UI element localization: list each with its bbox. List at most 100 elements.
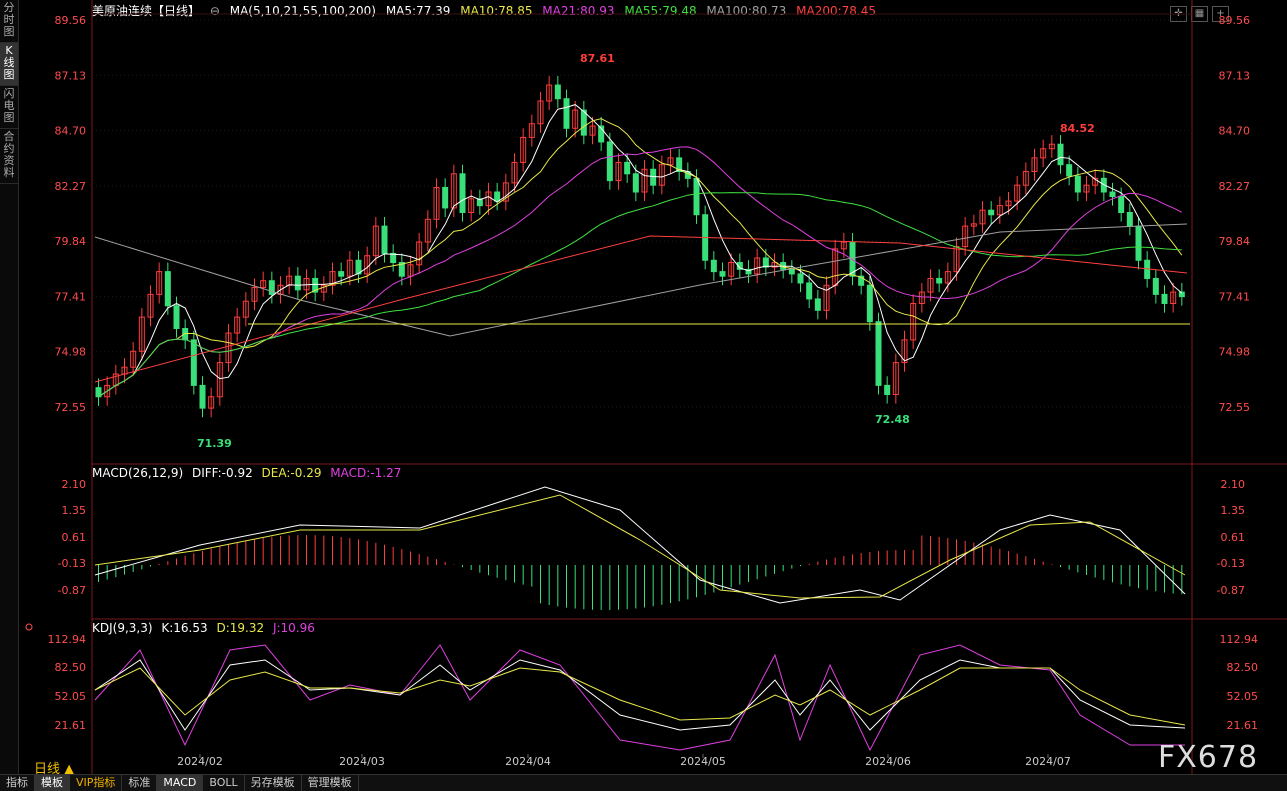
bottom-tab-manage-template[interactable]: 管理模板 (302, 775, 359, 791)
macd-tick-right: 2.10 (1221, 478, 1246, 491)
price-tick-left: 77.41 (55, 290, 87, 303)
tab-flash[interactable]: 闪电图 (0, 86, 18, 129)
bottom-tab-indicators[interactable]: 指标 (0, 775, 35, 791)
kdj-j-line (94, 644, 1185, 752)
price-tick-right: 87.13 (1219, 69, 1251, 82)
ma100-line (94, 223, 1188, 337)
candle-body (918, 291, 925, 304)
kdj-tick-right: 52.05 (1227, 690, 1259, 703)
candle-body (164, 271, 171, 307)
date-label: 2024/05 (680, 755, 726, 768)
candle-body (745, 268, 752, 275)
candle-body (416, 241, 423, 266)
candle-body (866, 284, 873, 323)
tab-kline[interactable]: K线图 (0, 43, 18, 86)
macd-tick-right: 1.35 (1221, 504, 1246, 517)
candle-body (242, 300, 249, 318)
candle-body (390, 252, 397, 264)
candle-body (372, 225, 379, 257)
candle-body (520, 136, 527, 163)
candle-body (182, 328, 189, 341)
candle-body (398, 262, 405, 277)
candle-body (338, 271, 345, 277)
price-panel-frame (91, 13, 1193, 465)
period-selector-button[interactable]: 日线 ▲ (34, 762, 75, 777)
candle-body (641, 168, 648, 193)
macd-tick-left: 0.61 (62, 531, 87, 544)
settings-icon[interactable]: ⊖ (209, 4, 220, 18)
candle-body (719, 271, 726, 277)
kdj-tick-left: 52.05 (55, 690, 87, 703)
candle-body (268, 280, 275, 295)
candle-body (1135, 225, 1142, 261)
candle-body (450, 173, 457, 209)
candle-body (511, 161, 518, 184)
candle-body (962, 225, 969, 248)
candle-body (1005, 200, 1012, 207)
price-tick-right: 72.55 (1219, 401, 1251, 414)
macd-tick-left: 1.35 (62, 504, 87, 517)
tab-time-sharing[interactable]: 分时图 (0, 0, 18, 43)
candle-body (676, 157, 683, 173)
bottom-tab-template[interactable]: 模板 (35, 775, 70, 791)
high-annotation-1: 87.61 (580, 52, 615, 65)
macd-dea: DEA:-0.29 (261, 466, 322, 480)
bottom-tab-macd[interactable]: MACD (157, 775, 204, 791)
macd-diff-line (94, 486, 1186, 604)
candle-body (771, 262, 778, 268)
kdj-header: KDJ(9,3,3) K:16.53 D:19.32 J:10.96 (92, 621, 320, 635)
candle-body (537, 100, 544, 125)
kdj-j: J:10.96 (272, 621, 315, 635)
candle-body (996, 205, 1003, 216)
candle-body (875, 321, 882, 386)
candle-body (970, 223, 977, 227)
candle-body (624, 161, 631, 175)
chart-canvas[interactable]: 89.56 89.56 87.13 87.13 84.70 84.70 82.27 82.27… (0, 0, 1287, 775)
candle-body (814, 298, 821, 311)
bottom-tab-standard[interactable]: 标准 (122, 775, 158, 791)
low-annotation-1: 71.39 (197, 437, 232, 450)
candle-body (468, 198, 475, 213)
bottom-tab-boll[interactable]: BOLL (203, 775, 245, 791)
macd-diff: DIFF:-0.92 (191, 466, 253, 480)
price-tick-right: 79.84 (1219, 235, 1251, 248)
candle-body (320, 284, 327, 293)
candle-body (234, 316, 241, 334)
candle-body (199, 384, 206, 409)
candle-body (104, 384, 111, 398)
candle-body (615, 161, 622, 182)
chart-type-tabs: 分时图 K线图 闪电图 合约资料 (0, 0, 19, 790)
candle-body (840, 241, 847, 250)
candle-body (1014, 184, 1021, 202)
candle-body (884, 384, 891, 395)
price-tick-left: 82.27 (55, 180, 87, 193)
macd-tick-left: -0.87 (58, 584, 86, 597)
candle-body (563, 98, 570, 129)
kdj-k: K:16.53 (161, 621, 208, 635)
candle-body (693, 177, 700, 216)
candle-body (788, 268, 795, 275)
kdj-tick-right: 21.61 (1227, 719, 1259, 732)
price-tick-left: 72.55 (55, 401, 87, 414)
candle-body (294, 275, 301, 291)
candle-body (485, 191, 492, 207)
candle-body (156, 271, 163, 295)
price-tick-left: 87.13 (55, 69, 87, 82)
bottom-tab-save-template[interactable]: 另存模板 (245, 775, 302, 791)
candle-body (797, 273, 804, 284)
candle-body (312, 277, 319, 293)
candle-body (927, 277, 934, 293)
bottom-tab-vip[interactable]: VIP指标 (70, 775, 123, 791)
candle-body (728, 262, 735, 277)
watermark-logo: FX678 (1158, 740, 1259, 775)
candle-body (138, 316, 145, 352)
tab-contract-info[interactable]: 合约资料 (0, 129, 18, 184)
zoom-in-icon[interactable]: + (1212, 6, 1229, 22)
candle-body (190, 339, 197, 386)
candle-body (433, 186, 440, 220)
candle-body (710, 259, 717, 273)
candle-body (381, 225, 388, 254)
ma21-line (98, 146, 1183, 398)
candle-body (1022, 171, 1029, 186)
candle-body (502, 182, 509, 202)
